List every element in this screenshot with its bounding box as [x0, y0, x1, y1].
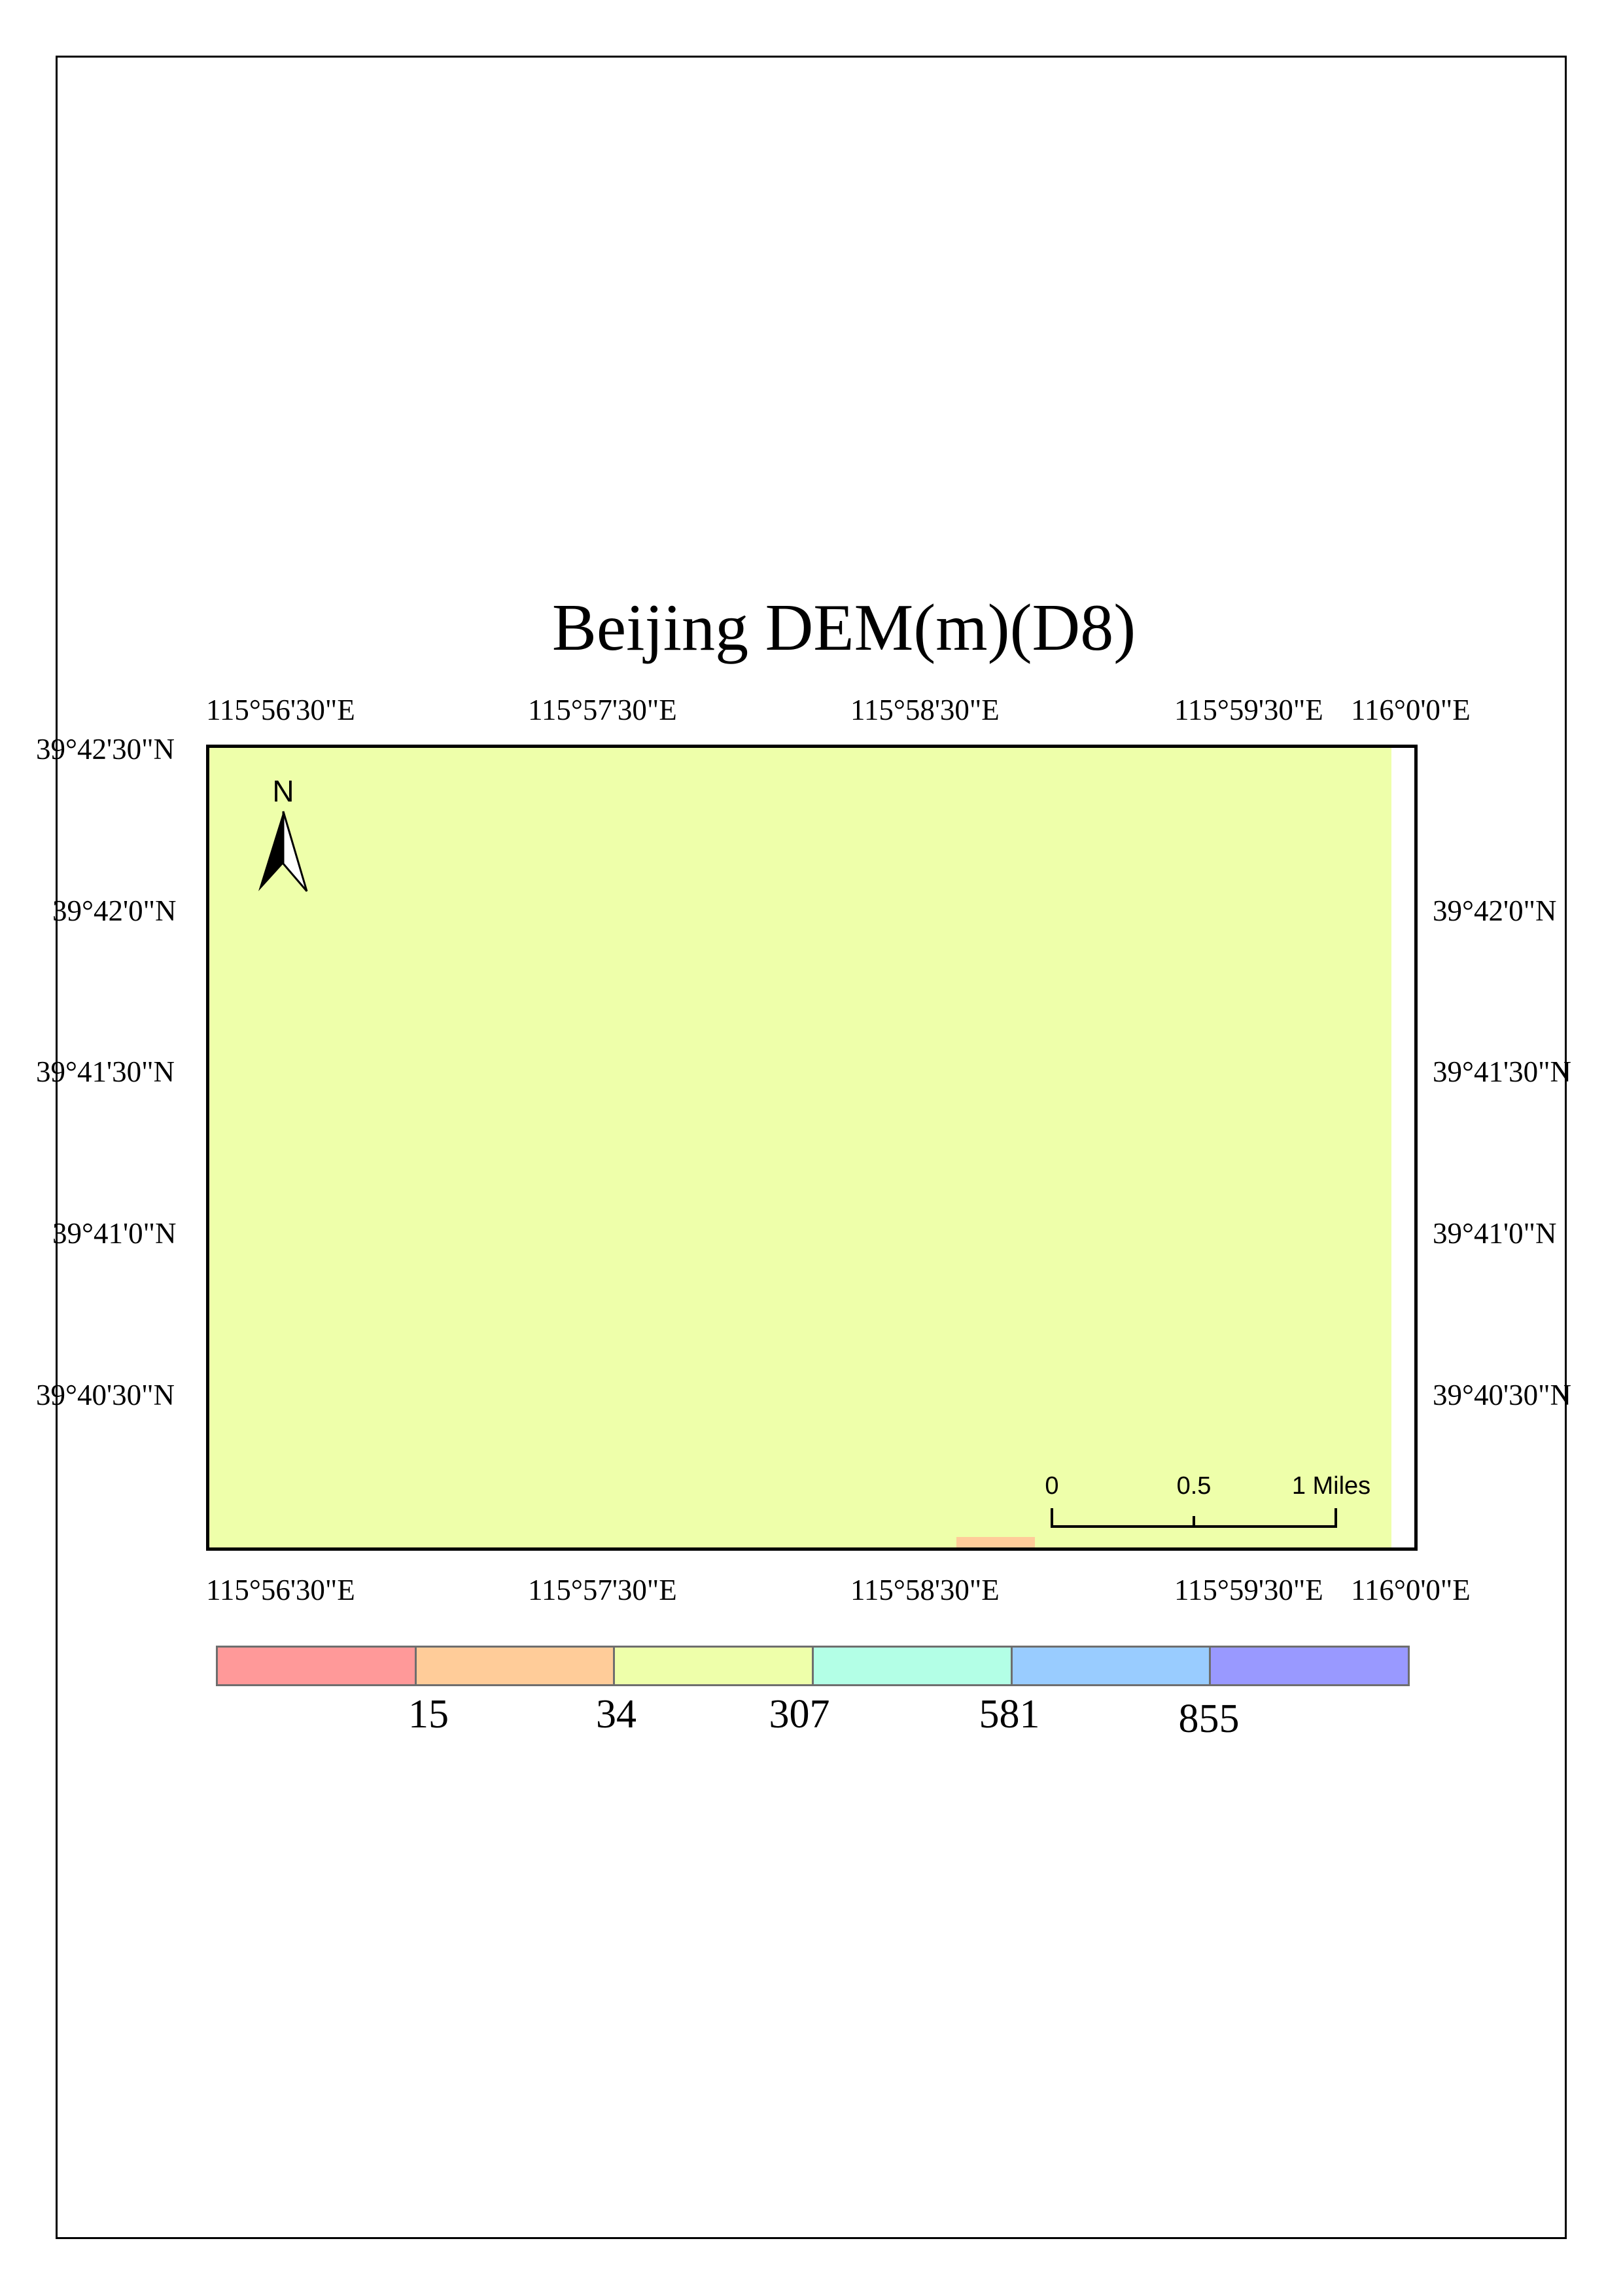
dem-raster-patch [956, 1537, 1035, 1547]
north-arrow-label: N [272, 774, 294, 808]
legend-swatch [615, 1648, 814, 1684]
legend-swatch [1211, 1648, 1408, 1684]
legend-break-label: 855 [1178, 1697, 1240, 1741]
map-title: Beijing DEM(m)(D8) [551, 591, 1136, 665]
left-latitude-label: 39°40'30"N [36, 1379, 175, 1411]
right-latitude-label: 39°40'30"N [1433, 1379, 1571, 1411]
page-frame [56, 56, 1567, 2239]
bottom-longitude-label: 116°0'0"E [1351, 1574, 1471, 1606]
legend-break-label: 581 [979, 1692, 1040, 1737]
legend-break-label: 34 [596, 1692, 637, 1737]
left-latitude-label: 39°41'0"N [52, 1217, 177, 1250]
top-longitude-label: 116°0'0"E [1351, 694, 1471, 726]
legend-color-ramp [216, 1646, 1410, 1686]
dem-raster [209, 748, 1391, 1547]
right-latitude-label: 39°42'0"N [1433, 894, 1557, 927]
bottom-longitude-label: 115°56'30"E [206, 1574, 355, 1606]
map-frame [206, 745, 1418, 1551]
legend-swatch [1012, 1648, 1212, 1684]
bottom-longitude-label: 115°57'30"E [528, 1574, 677, 1606]
legend-break-label: 15 [408, 1692, 449, 1737]
scale-bar: 0 0.5 1 Miles [1045, 1472, 1370, 1528]
bottom-longitude-label: 115°58'30"E [850, 1574, 1000, 1606]
north-arrow-light-half [282, 811, 308, 892]
top-longitude-label: 115°56'30"E [206, 694, 355, 726]
right-latitude-label: 39°41'0"N [1433, 1217, 1557, 1250]
scale-label-0: 0 [1045, 1472, 1058, 1500]
top-longitude-label: 115°57'30"E [528, 694, 677, 726]
scale-label-half: 0.5 [1177, 1472, 1212, 1500]
scale-label-end: 1 Miles [1292, 1472, 1370, 1500]
legend-break-label: 307 [769, 1692, 830, 1737]
top-longitude-label: 115°58'30"E [850, 694, 1000, 726]
bottom-longitude-label: 115°59'30"E [1174, 1574, 1323, 1606]
legend-swatch [814, 1648, 1013, 1684]
legend-swatch [416, 1648, 616, 1684]
left-latitude-label: 39°41'30"N [36, 1055, 175, 1088]
left-latitude-label: 39°42'30"N [36, 733, 175, 766]
north-arrow-icon: N [258, 774, 308, 892]
north-arrow-dark-half [258, 811, 283, 891]
right-latitude-label: 39°41'30"N [1433, 1055, 1571, 1088]
legend-swatch [218, 1648, 417, 1684]
top-longitude-label: 115°59'30"E [1174, 694, 1323, 726]
left-latitude-label: 39°42'0"N [52, 894, 177, 927]
